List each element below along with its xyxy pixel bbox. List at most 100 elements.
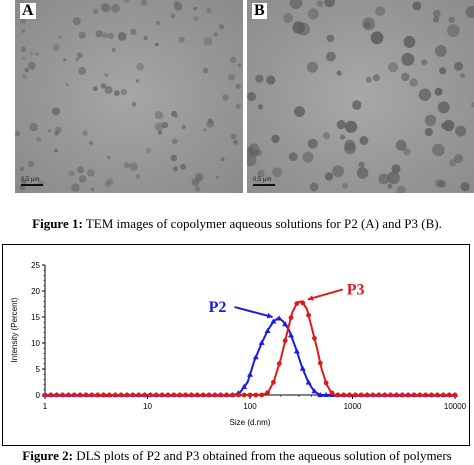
tem-b-particle: [439, 67, 447, 75]
data-point-p3: [107, 392, 112, 398]
tem-a-particle: [123, 162, 130, 169]
tem-b-particle: [283, 13, 293, 23]
tem-image-b: B 0.5 μm: [247, 0, 474, 193]
tem-b-particle: [403, 148, 411, 156]
tem-a-particle: [22, 56, 26, 61]
tem-b-particle: [272, 167, 283, 178]
tem-a-particle: [104, 180, 112, 188]
tem-b-particle: [344, 139, 356, 151]
tem-b-particle: [325, 51, 336, 62]
data-point-p3: [411, 392, 417, 398]
data-point-p3: [142, 392, 147, 398]
tem-a-particle: [170, 13, 176, 18]
tem-b-particle: [401, 72, 410, 82]
data-point-p3: [112, 392, 118, 398]
tem-b-particle: [266, 75, 276, 85]
data-point-p3: [276, 361, 282, 367]
y-tick-label: 15: [31, 313, 40, 322]
tem-a-particle: [220, 157, 225, 162]
data-point-p2: [282, 321, 289, 327]
tem-b-particle: [372, 74, 380, 82]
tem-b-particle: [352, 100, 362, 110]
tem-a-particle: [65, 83, 69, 87]
tem-a-particle: [104, 86, 113, 94]
series-pointer-head-p3: [307, 295, 314, 301]
tem-a-particle: [191, 178, 200, 187]
tem-b-particle: [437, 101, 450, 114]
data-point-p3: [206, 392, 212, 398]
data-point-p3: [247, 392, 253, 398]
data-point-p3: [423, 392, 429, 398]
tem-a-particle: [35, 52, 39, 56]
tem-a-particle: [203, 37, 213, 46]
tem-a-particle: [155, 20, 160, 25]
tem-a-particle: [135, 79, 140, 83]
tem-a-particle: [172, 166, 179, 172]
tem-a-particle: [102, 32, 109, 39]
data-point-p3: [230, 392, 235, 398]
tem-a-particle: [171, 138, 178, 145]
tem-b-particle: [432, 16, 440, 23]
data-point-p3: [435, 392, 440, 398]
tem-a-particle: [63, 58, 67, 62]
tem-b-particle: [370, 31, 384, 45]
tem-a-particle: [230, 133, 237, 139]
tem-a-particle: [235, 83, 241, 90]
tem-a-particle: [71, 183, 80, 192]
x-tick-label: 100: [243, 402, 257, 411]
tem-a-particle: [143, 36, 148, 41]
tem-a-particle: [130, 28, 137, 35]
tem-a-particle: [104, 73, 109, 78]
tem-b-particle: [324, 172, 334, 181]
tem-b-particle: [432, 9, 441, 18]
data-point-p2: [317, 392, 324, 397]
tem-a-particle: [52, 107, 60, 116]
tem-b-particle: [336, 70, 342, 76]
tem-b-particle: [387, 171, 400, 185]
tem-a-particle: [82, 130, 88, 136]
data-point-p3: [253, 392, 259, 398]
data-point-p3: [177, 392, 183, 398]
data-point-p3: [440, 392, 446, 398]
data-point-p3: [218, 392, 224, 398]
tem-a-particle: [29, 51, 33, 55]
data-point-p3: [224, 392, 229, 398]
tem-b-particle: [434, 45, 447, 57]
tem-micrograph-a: [15, 0, 243, 193]
data-point-p3: [329, 390, 335, 396]
tem-a-particle: [124, 0, 130, 4]
tem-b-particle: [307, 8, 319, 20]
scale-bar-text-a: 0.5 μm: [21, 177, 40, 183]
tem-b-particle: [289, 0, 303, 10]
tem-a-particle: [24, 67, 30, 73]
data-point-p3: [271, 379, 276, 385]
tem-b-particle: [424, 114, 437, 127]
tem-a-particle: [235, 103, 241, 109]
tem-a-particle: [154, 42, 159, 47]
tem-a-particle: [206, 119, 215, 128]
tem-b-particle: [375, 6, 386, 17]
tem-a-particle: [89, 141, 93, 145]
data-point-p3: [452, 392, 458, 398]
tem-a-particle: [72, 17, 81, 26]
tem-a-particle: [78, 31, 86, 39]
tem-b-particle: [424, 127, 433, 137]
x-tick-label: 1000: [344, 402, 362, 411]
tem-b-particle: [362, 17, 376, 31]
data-point-p3: [300, 300, 306, 306]
tem-b-particle: [432, 143, 445, 157]
tem-a-particle: [58, 35, 62, 39]
data-point-p3: [101, 392, 106, 398]
y-tick-label: 0: [36, 391, 41, 400]
figure-1-caption: Figure 1: TEM images of copolymer aqueou…: [0, 216, 474, 232]
series-label-p3: P3: [347, 281, 365, 298]
tem-b-particle: [465, 5, 474, 18]
tem-a-particle: [93, 86, 98, 92]
tem-a-particle: [52, 43, 60, 52]
data-point-p3: [183, 392, 188, 398]
tem-b-particle: [271, 134, 280, 144]
data-point-p3: [71, 392, 77, 398]
data-point-p3: [376, 392, 382, 398]
tem-b-particle: [332, 165, 345, 178]
tem-a-particle: [171, 110, 177, 117]
